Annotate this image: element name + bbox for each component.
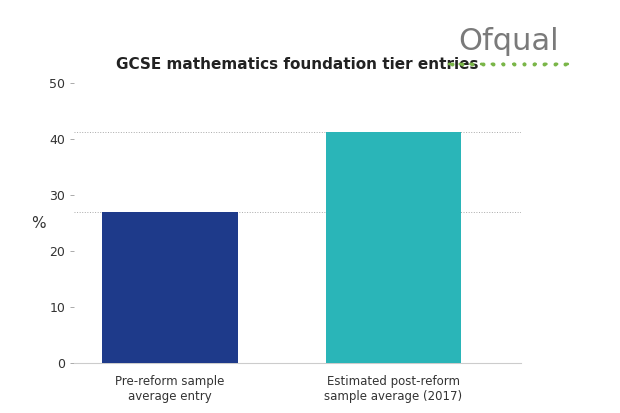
Point [550, 61, 560, 67]
Title: GCSE mathematics foundation tier entries: GCSE mathematics foundation tier entries [117, 57, 479, 72]
Text: Ofqual: Ofqual [458, 27, 559, 56]
Point [447, 61, 457, 67]
Point [467, 61, 477, 67]
Y-axis label: %: % [31, 216, 46, 230]
Point [539, 61, 549, 67]
Point [529, 61, 539, 67]
Point [478, 61, 488, 67]
Point [560, 61, 570, 67]
Point [457, 61, 467, 67]
Point [519, 61, 529, 67]
Bar [326, 132, 461, 363]
Point [498, 61, 508, 67]
Bar [102, 212, 238, 363]
Point [508, 61, 518, 67]
Point [488, 61, 498, 67]
